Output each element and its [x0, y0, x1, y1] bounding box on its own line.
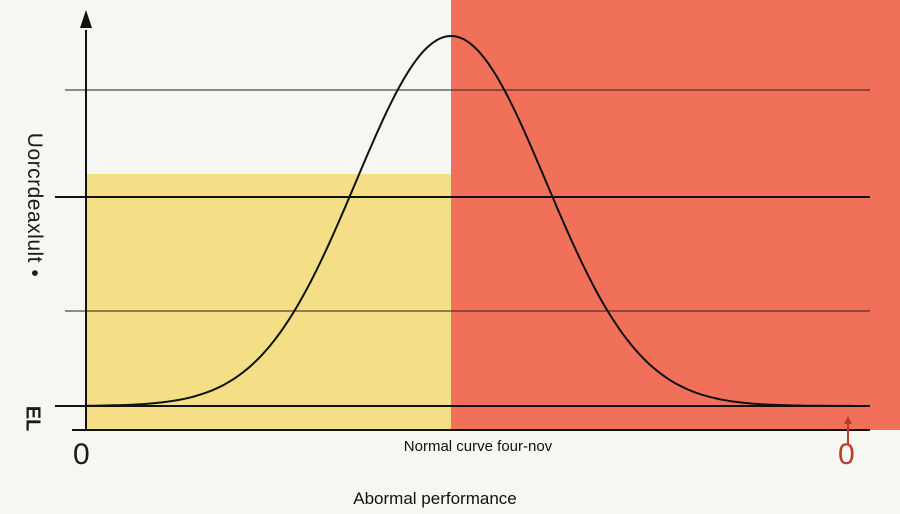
- abnormal-region: [451, 0, 900, 430]
- y-min-label: ЕL: [12, 398, 52, 438]
- normal-curve: [85, 34, 869, 407]
- x-origin-label: 0: [73, 438, 90, 471]
- x-axis-label-primary: Normal curve four-nov: [403, 438, 553, 455]
- y-axis-label: Uorcrdeaxlult •: [14, 125, 54, 285]
- x-end-label: 0: [838, 438, 855, 471]
- normal-region: [86, 174, 451, 430]
- end-marker-arrowhead: [844, 416, 852, 424]
- y-min-label-text: ЕL: [21, 405, 44, 431]
- y-axis-arrowhead: [80, 10, 92, 28]
- y-axis-label-text: Uorcrdeaxlult •: [23, 132, 46, 278]
- x-axis-label-secondary: Abormal performance: [353, 489, 517, 508]
